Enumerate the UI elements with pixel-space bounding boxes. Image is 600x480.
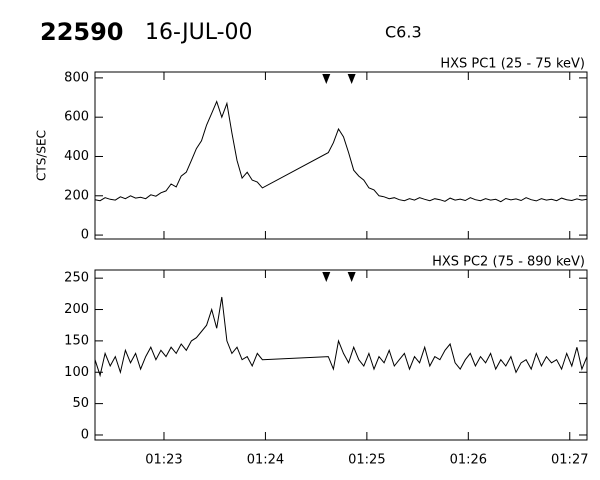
plot-frame (94, 71, 588, 240)
panel-title: HXS PC2 (75 - 890 keV) (432, 255, 585, 270)
x-tick-label: 01:24 (247, 453, 284, 468)
y-tick-label: 400 (64, 149, 89, 164)
y-tick-label: 50 (72, 396, 89, 411)
y-tick-label: 100 (64, 365, 89, 380)
y-tick-label: 250 (64, 271, 89, 286)
data-line (94, 100, 588, 203)
y-tick-label: 0 (81, 228, 89, 243)
data-line (94, 296, 588, 378)
x-tick-label: 01:23 (145, 453, 182, 468)
y-tick-label: 200 (64, 188, 89, 203)
y-tick-label: 800 (64, 70, 89, 85)
x-tick-label: 01:26 (450, 453, 487, 468)
panel-title: HXS PC1 (25 - 75 keV) (440, 57, 585, 72)
time-marker (347, 272, 356, 282)
y-axis-label: CTS/SEC (35, 130, 49, 181)
x-tick-label: 01:27 (551, 453, 588, 468)
time-marker (322, 272, 331, 282)
plot-frame (94, 269, 588, 441)
event-date: 16-JUL-00 (145, 20, 253, 45)
y-tick-label: 600 (64, 110, 89, 125)
y-tick-label: 0 (81, 427, 89, 442)
time-marker (322, 74, 331, 84)
time-marker (347, 74, 356, 84)
x-tick-label: 01:25 (348, 453, 385, 468)
event-id: 22590 (40, 18, 124, 46)
y-tick-label: 200 (64, 302, 89, 317)
flare-class: C6.3 (385, 23, 422, 42)
y-tick-label: 150 (64, 333, 89, 348)
